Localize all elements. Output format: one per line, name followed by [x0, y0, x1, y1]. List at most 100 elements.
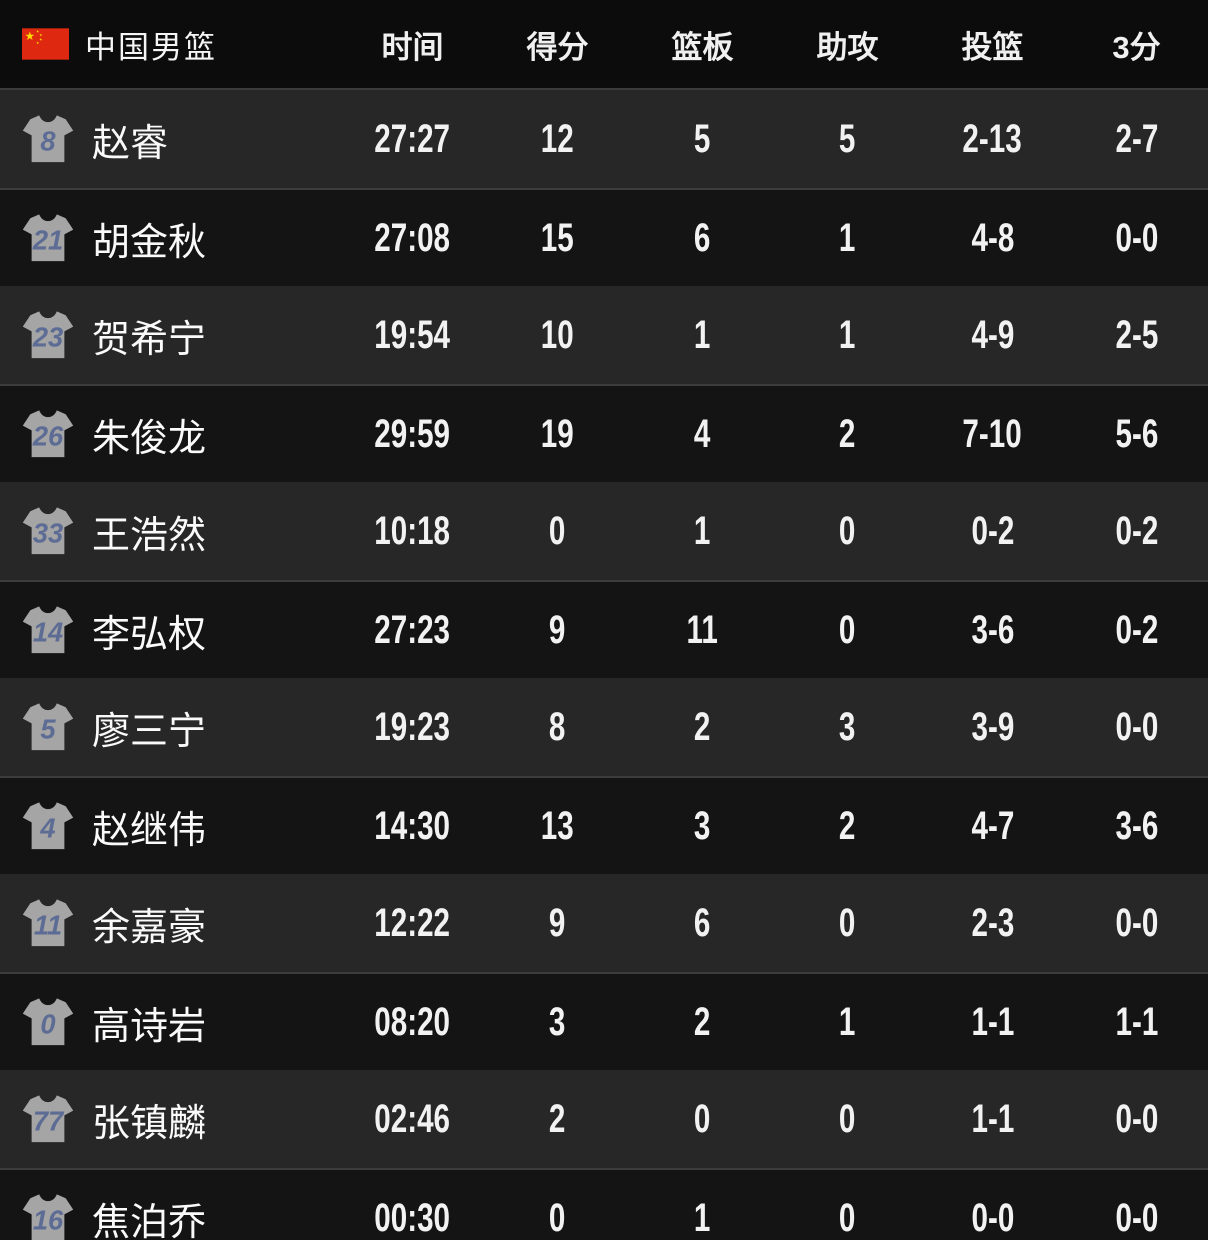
stat-assists: 2 — [839, 411, 856, 456]
stat-cell-three: 0-0 — [1065, 216, 1208, 261]
stat-points: 3 — [549, 999, 566, 1044]
stat-three: 2-7 — [1115, 116, 1158, 161]
player-row[interactable]: 21 胡金秋 27:08 15 6 1 4-8 0-0 — [0, 188, 1208, 286]
stat-cell-rebounds: 11 — [630, 608, 775, 653]
player-name: 焦泊乔 — [92, 1201, 207, 1240]
stat-cell-three: 2-5 — [1065, 313, 1208, 358]
stat-points: 15 — [541, 215, 574, 260]
jersey-number: 77 — [33, 1106, 65, 1137]
stat-rebounds: 1 — [694, 508, 711, 553]
stat-cell-points: 13 — [485, 804, 630, 849]
stat-assists: 0 — [839, 1195, 856, 1240]
player-row[interactable]: 33 王浩然 10:18 0 1 0 0-2 0-2 — [0, 482, 1208, 580]
jersey-number: 33 — [33, 518, 63, 549]
stat-points: 10 — [541, 312, 574, 357]
stat-assists: 2 — [839, 803, 856, 848]
stat-cell-time: 19:23 — [340, 705, 485, 750]
stat-cell-assists: 3 — [775, 705, 920, 750]
stat-points: 0 — [549, 508, 566, 553]
stat-cell-fg: 4-8 — [920, 216, 1065, 261]
player-name: 余嘉豪 — [92, 906, 207, 949]
stat-assists: 0 — [839, 1096, 856, 1141]
stat-rebounds: 1 — [694, 1195, 711, 1240]
stat-cell-rebounds: 6 — [630, 901, 775, 946]
stat-cell-rebounds: 0 — [630, 1097, 775, 1142]
stat-assists: 3 — [839, 704, 856, 749]
stat-cell-rebounds: 1 — [630, 509, 775, 554]
player-cell: 14 李弘权 — [0, 603, 340, 658]
stat-assists: 1 — [839, 999, 856, 1044]
column-header-rebounds: 篮板 — [671, 29, 734, 65]
jersey-number: 8 — [40, 126, 56, 157]
stat-rebounds: 0 — [694, 1096, 711, 1141]
jersey-number: 5 — [40, 714, 56, 745]
jersey-icon: 77 — [22, 1095, 74, 1143]
china-flag-icon — [22, 28, 69, 60]
stat-cell-assists: 0 — [775, 1196, 920, 1240]
stat-time: 02:46 — [374, 1096, 451, 1141]
player-cell: 26 朱俊龙 — [0, 407, 340, 462]
stat-time: 27:08 — [374, 215, 451, 260]
stat-rebounds: 11 — [686, 607, 719, 652]
player-row[interactable]: 8 赵睿 27:27 12 5 5 2-13 2-7 — [0, 90, 1208, 188]
player-row[interactable]: 77 张镇麟 02:46 2 0 0 1-1 0-0 — [0, 1070, 1208, 1168]
stat-cell-fg: 3-9 — [920, 705, 1065, 750]
jersey-icon: 21 — [22, 214, 74, 262]
stat-cell-points: 8 — [485, 705, 630, 750]
jersey-icon: 16 — [22, 1194, 74, 1240]
stat-cell-fg: 4-9 — [920, 313, 1065, 358]
player-row[interactable]: 16 焦泊乔 00:30 0 1 0 0-0 0-0 — [0, 1168, 1208, 1240]
stat-three: 0-0 — [1115, 1096, 1158, 1141]
stat-time: 27:23 — [374, 607, 451, 652]
stat-points: 8 — [549, 704, 566, 749]
player-row[interactable]: 26 朱俊龙 29:59 19 4 2 7-10 5-6 — [0, 384, 1208, 482]
player-cell: 4 赵继伟 — [0, 799, 340, 854]
stat-time: 14:30 — [374, 803, 451, 848]
stat-rebounds: 4 — [694, 411, 711, 456]
stat-points: 19 — [541, 411, 574, 456]
stat-cell-time: 10:18 — [340, 509, 485, 554]
stat-cell-points: 3 — [485, 1000, 630, 1045]
stat-cell-fg: 0-0 — [920, 1196, 1065, 1240]
player-row[interactable]: 0 高诗岩 08:20 3 2 1 1-1 1-1 — [0, 972, 1208, 1070]
stat-fg: 4-9 — [971, 312, 1014, 357]
stat-cell-time: 19:54 — [340, 313, 485, 358]
player-row[interactable]: 23 贺希宁 19:54 10 1 1 4-9 2-5 — [0, 286, 1208, 384]
stat-cell-three: 0-0 — [1065, 705, 1208, 750]
player-row[interactable]: 14 李弘权 27:23 9 11 0 3-6 0-2 — [0, 580, 1208, 678]
stat-assists: 0 — [839, 607, 856, 652]
stat-cell-rebounds: 6 — [630, 216, 775, 261]
stat-points: 0 — [549, 1195, 566, 1240]
jersey-number: 23 — [32, 322, 63, 353]
jersey-icon: 33 — [22, 507, 74, 555]
stat-rebounds: 6 — [694, 215, 711, 260]
stat-cell-three: 3-6 — [1065, 804, 1208, 849]
column-header-fg: 投篮 — [961, 29, 1024, 65]
stat-three: 0-0 — [1115, 215, 1158, 260]
stat-points: 13 — [541, 803, 574, 848]
stat-cell-three: 0-0 — [1065, 1097, 1208, 1142]
player-row[interactable]: 5 廖三宁 19:23 8 2 3 3-9 0-0 — [0, 678, 1208, 776]
stat-cell-time: 27:23 — [340, 608, 485, 653]
player-row[interactable]: 11 余嘉豪 12:22 9 6 0 2-3 0-0 — [0, 874, 1208, 972]
jersey-number: 16 — [33, 1205, 64, 1236]
team-header-cell: 中国男篮 — [0, 22, 340, 67]
table-header: 中国男篮 时间 得分 篮板 助攻 投篮 3分 — [0, 0, 1208, 90]
stat-fg: 1-1 — [971, 999, 1014, 1044]
stat-fg: 3-9 — [971, 704, 1014, 749]
jersey-icon: 11 — [22, 899, 74, 947]
player-row[interactable]: 4 赵继伟 14:30 13 3 2 4-7 3-6 — [0, 776, 1208, 874]
stat-cell-points: 19 — [485, 412, 630, 457]
team-name: 中国男篮 — [85, 29, 217, 65]
player-cell: 77 张镇麟 — [0, 1092, 340, 1147]
stat-cell-fg: 2-3 — [920, 901, 1065, 946]
stat-rebounds: 2 — [694, 999, 711, 1044]
stat-three: 0-0 — [1115, 704, 1158, 749]
jersey-icon: 0 — [22, 998, 74, 1046]
player-name: 高诗岩 — [92, 1005, 207, 1048]
stat-cell-fg: 3-6 — [920, 608, 1065, 653]
jersey-icon: 4 — [22, 802, 74, 850]
stat-cell-rebounds: 5 — [630, 117, 775, 162]
stat-cell-three: 2-7 — [1065, 117, 1208, 162]
player-cell: 11 余嘉豪 — [0, 896, 340, 951]
